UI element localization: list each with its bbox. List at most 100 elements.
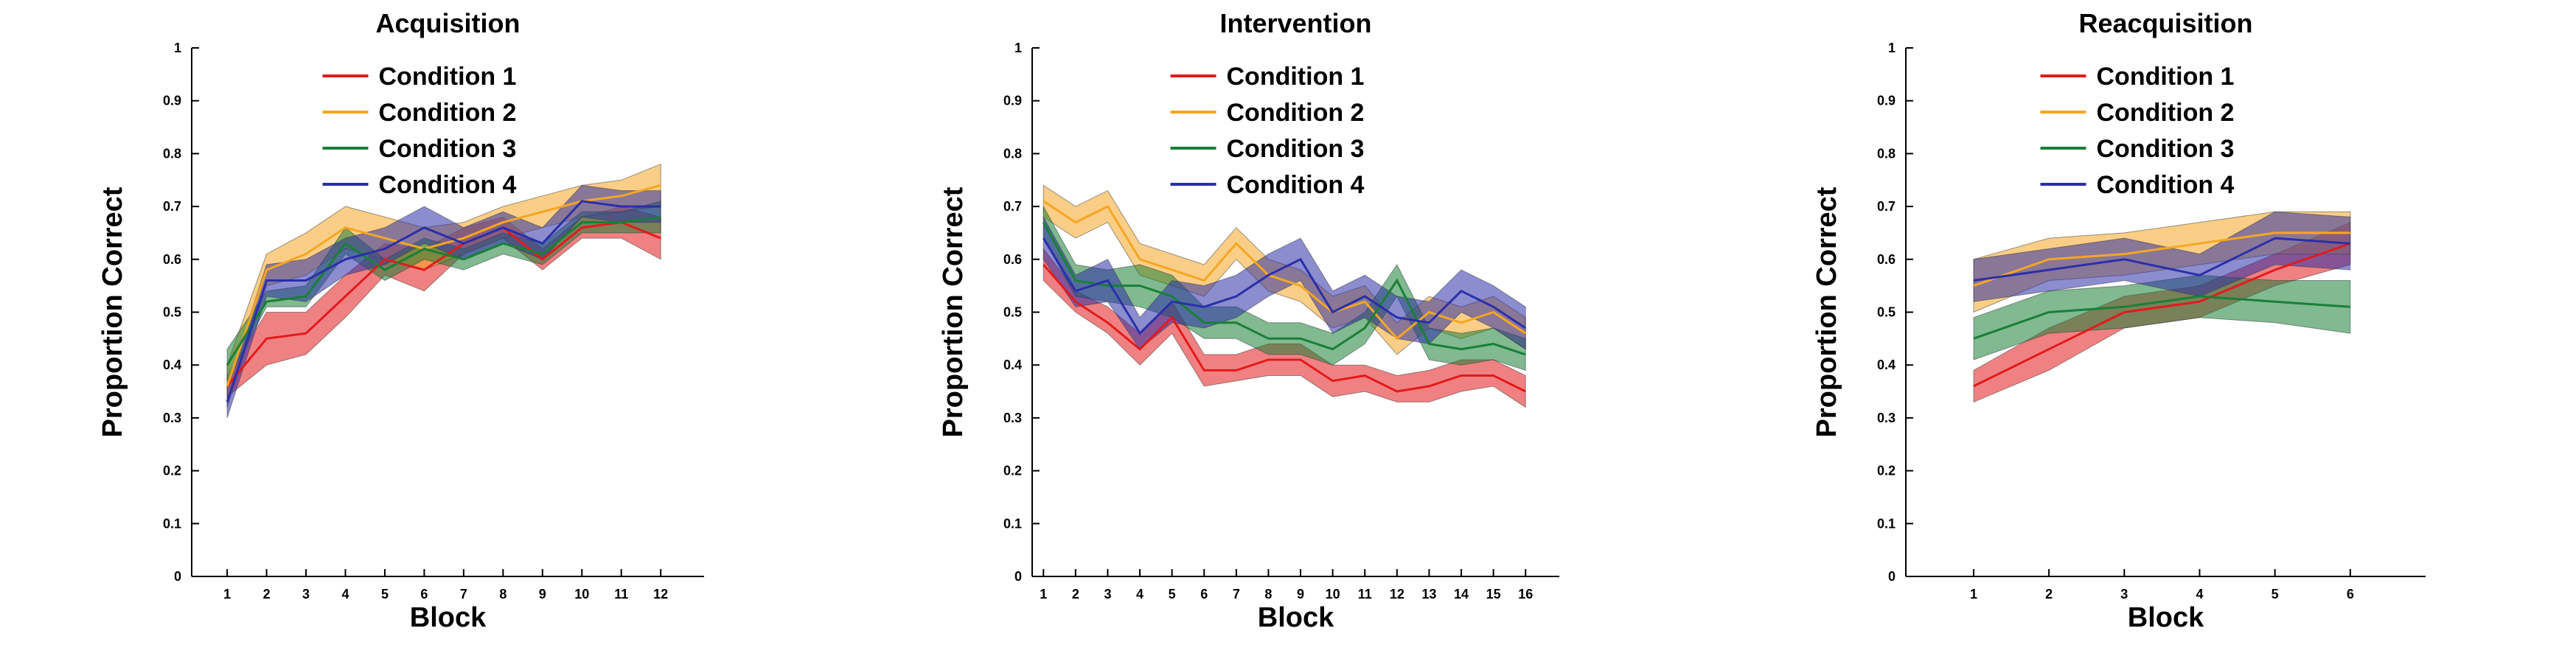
x-axis-label: Block [410, 602, 487, 633]
y-tick-label: 1 [174, 41, 181, 55]
series-line-condition-1 [1973, 242, 2351, 388]
chart-title: Reacquisition [2078, 8, 2252, 38]
y-tick-label: 0.9 [1003, 94, 1022, 108]
x-tick-label: 6 [420, 587, 428, 602]
y-tick-label: 0.2 [1877, 464, 1896, 478]
x-tick-label: 4 [2196, 587, 2203, 602]
error-band-condition-4 [1973, 211, 2351, 302]
series-line-condition-1 [226, 221, 661, 387]
x-tick-label: 5 [2272, 587, 2279, 602]
y-tick-label: 0.6 [163, 252, 181, 267]
x-tick-label: 12 [1390, 587, 1404, 602]
legend-label: Condition 2 [1227, 99, 1365, 127]
x-tick-label: 4 [1136, 587, 1143, 602]
series-line-condition-4 [226, 200, 661, 402]
y-tick-label: 0.7 [1877, 199, 1896, 214]
x-tick-label: 3 [302, 587, 310, 602]
y-axis-label: Proportion Correct [938, 186, 969, 437]
error-band-condition-3 [1973, 274, 2351, 360]
y-tick-label: 0.5 [163, 305, 181, 320]
mean-lines [1973, 231, 2351, 388]
chart-title: Intervention [1219, 8, 1371, 38]
series-line-condition-3 [226, 215, 661, 366]
series-line-condition-3 [1973, 295, 2350, 340]
x-tick-label: 1 [1040, 587, 1047, 602]
legend-label: Condition 1 [2097, 63, 2235, 91]
y-tick-label: 0.1 [163, 516, 181, 531]
y-tick-label: 0.8 [1877, 146, 1896, 161]
x-tick-label: 13 [1421, 587, 1436, 602]
x-tick-label: 1 [223, 587, 231, 602]
y-axis-label: Proportion Correct [97, 186, 128, 437]
y-tick-label: 0 [1888, 569, 1896, 584]
error-bands [1973, 211, 2351, 403]
x-tick-label: 2 [263, 587, 271, 602]
x-axis-label: Block [2128, 602, 2204, 633]
x-tick-label: 12 [653, 587, 668, 602]
legend-label: Condition 1 [1227, 63, 1365, 91]
x-tick-label: 7 [460, 587, 467, 602]
series-line-condition-2 [1042, 200, 1527, 341]
x-tick-label: 8 [499, 587, 507, 602]
x-tick-label: 14 [1454, 587, 1469, 602]
series-line-condition-3 [1042, 221, 1526, 356]
reacquisition-chart: Reacquisition 0 0.1 0.2 0.3 0.4 0.5 0.6 0.7 0.8 0.… [1811, 8, 2426, 633]
legend: Condition 1 Condition 2 Condition 3 Conditi… [322, 63, 517, 199]
y-tick-label: 1 [1888, 41, 1896, 55]
series-line-condition-2 [226, 184, 661, 387]
x-tick-label: 3 [2120, 587, 2128, 602]
y-tick-label: 0.3 [1003, 411, 1022, 425]
x-tick-label: 4 [341, 587, 349, 602]
y-tick-label: 0 [174, 569, 181, 584]
series-line-condition-4 [1973, 237, 2350, 282]
acquisition-panel: Acquisition 0 0.1 0.2 0.3 0.4 0.5 0.6 0.7 0.8 0.9 1… [0, 0, 858, 645]
x-tick-label: 6 [2347, 587, 2354, 602]
x-tick-label: 16 [1518, 587, 1533, 602]
x-tick-label: 3 [1104, 587, 1111, 602]
x-tick-label: 2 [1072, 587, 1079, 602]
legend-label: Condition 2 [379, 99, 517, 127]
y-tick-label: 0.5 [1003, 305, 1022, 320]
x-tick-label: 10 [574, 587, 589, 602]
y-tick-label: 0.7 [163, 199, 181, 214]
error-band-condition-1 [1042, 248, 1526, 408]
x-tick-label: 1 [1970, 587, 1977, 602]
intervention-panel: Intervention 0 0.1 0.2 0.3 0.4 0.5 0.6 0.7 0.8 0.9… [858, 0, 1716, 645]
x-tick-label: 7 [1233, 587, 1240, 602]
error-band-condition-4 [1042, 217, 1526, 350]
y-tick-label: 0.6 [1877, 252, 1896, 267]
legend-label: Condition 2 [2097, 99, 2235, 127]
legend: Condition 1 Condition 2 Condition 3 Conditi… [2040, 63, 2235, 199]
x-tick-label: 9 [1297, 587, 1304, 602]
legend-label: Condition 1 [379, 63, 517, 91]
chart-title: Acquisition [376, 8, 521, 38]
y-tick-label: 0.4 [1003, 358, 1022, 372]
y-tick-label: 0.4 [1877, 358, 1896, 372]
y-tick-label: 0.8 [163, 146, 181, 161]
reacquisition-panel: Reacquisition 0 0.1 0.2 0.3 0.4 0.5 0.6 0.7 0.8 0.… [1716, 0, 2576, 645]
y-tick-label: 0.8 [1003, 146, 1022, 161]
y-tick-label: 1 [1014, 41, 1022, 55]
x-tick-label: 15 [1486, 587, 1501, 602]
y-tick-label: 0.4 [163, 358, 181, 372]
error-band-condition-4 [226, 184, 661, 419]
legend: Condition 1 Condition 2 Condition 3 Conditi… [1170, 63, 1365, 199]
x-axis-label: Block [1258, 602, 1334, 633]
y-tick-label: 0.9 [1877, 94, 1896, 108]
legend-label: Condition 3 [2097, 135, 2235, 163]
mean-lines [1042, 200, 1527, 393]
y-tick-label: 0.6 [1003, 252, 1022, 267]
y-tick-label: 0.2 [1003, 464, 1022, 478]
y-tick-label: 0.5 [1877, 305, 1896, 320]
x-tick-label: 10 [1326, 587, 1340, 602]
x-tick-label: 11 [614, 587, 628, 602]
y-tick-label: 0.2 [163, 464, 181, 478]
acquisition-chart: Acquisition 0 0.1 0.2 0.3 0.4 0.5 0.6 0.7 0.8 0.9 1… [97, 8, 704, 633]
y-tick-label: 0.1 [1003, 516, 1022, 531]
series-line-condition-1 [1042, 264, 1526, 393]
x-tick-label: 8 [1264, 587, 1272, 602]
x-tick-label: 11 [1358, 587, 1372, 602]
y-tick-label: 0.3 [1877, 411, 1896, 425]
x-tick-label: 6 [1200, 587, 1208, 602]
